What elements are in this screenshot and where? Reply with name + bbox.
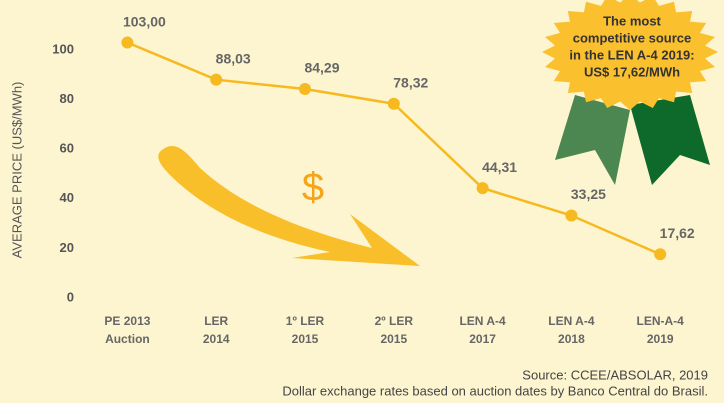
value-label: 88,03 <box>216 50 251 66</box>
value-label: 84,29 <box>304 60 339 76</box>
x-tick-label: 2017 <box>469 332 496 346</box>
dollar-symbol: $ <box>302 166 324 210</box>
point <box>121 37 133 49</box>
x-tick-label: LEN-A-4 <box>637 314 685 328</box>
x-tick-label: 2015 <box>380 332 407 346</box>
value-label: 78,32 <box>393 74 428 90</box>
x-tick-label: LER <box>204 314 228 328</box>
source: Dollar exchange rates based on auction d… <box>282 383 708 398</box>
badge-text: The most <box>603 13 661 28</box>
y-tick-label: 60 <box>60 141 74 156</box>
x-tick-label: PE 2013 <box>104 314 150 328</box>
badge-text: in the LEN A-4 2019: <box>569 47 694 62</box>
point <box>210 74 222 86</box>
source: Source: CCEE/ABSOLAR, 2019 <box>522 367 708 382</box>
x-tick-label: LEN A-4 <box>548 314 595 328</box>
y-tick-label: 0 <box>67 289 74 304</box>
point <box>388 98 400 110</box>
x-tick-label: 1º LER <box>286 314 325 328</box>
point <box>654 248 666 260</box>
y-tick-label: 80 <box>60 91 74 106</box>
value-label: 17,62 <box>660 225 695 241</box>
point <box>477 182 489 194</box>
badge-text: US$ 17,62/MWh <box>584 64 680 79</box>
value-label: 44,31 <box>482 159 517 175</box>
decorative-arrow <box>158 146 420 266</box>
ribbon <box>630 95 710 185</box>
y-axis-label: AVERAGE PRICE (US$/MWh) <box>9 82 24 259</box>
x-tick-label: 2018 <box>558 332 585 346</box>
y-tick-label: 100 <box>52 41 74 56</box>
x-tick-label: 2º LER <box>375 314 414 328</box>
chart: AVERAGE PRICE (US$/MWh) $ Source: CCEE/A… <box>0 0 724 403</box>
x-tick-label: 2015 <box>292 332 319 346</box>
x-tick-label: 2014 <box>203 332 230 346</box>
x-tick-label: Auction <box>105 332 150 346</box>
y-tick-label: 20 <box>60 240 74 255</box>
ribbon <box>555 95 630 185</box>
point <box>299 83 311 95</box>
x-tick-label: 2019 <box>647 332 674 346</box>
badge-text: competitive source <box>573 30 692 45</box>
x-tick-label: LEN A-4 <box>459 314 506 328</box>
value-label: 103,00 <box>123 13 166 29</box>
point <box>565 210 577 222</box>
page: {"chart_data": {"type": "line", "y_label… <box>0 0 724 403</box>
y-tick-label: 40 <box>60 190 74 205</box>
value-label: 33,25 <box>571 186 606 202</box>
